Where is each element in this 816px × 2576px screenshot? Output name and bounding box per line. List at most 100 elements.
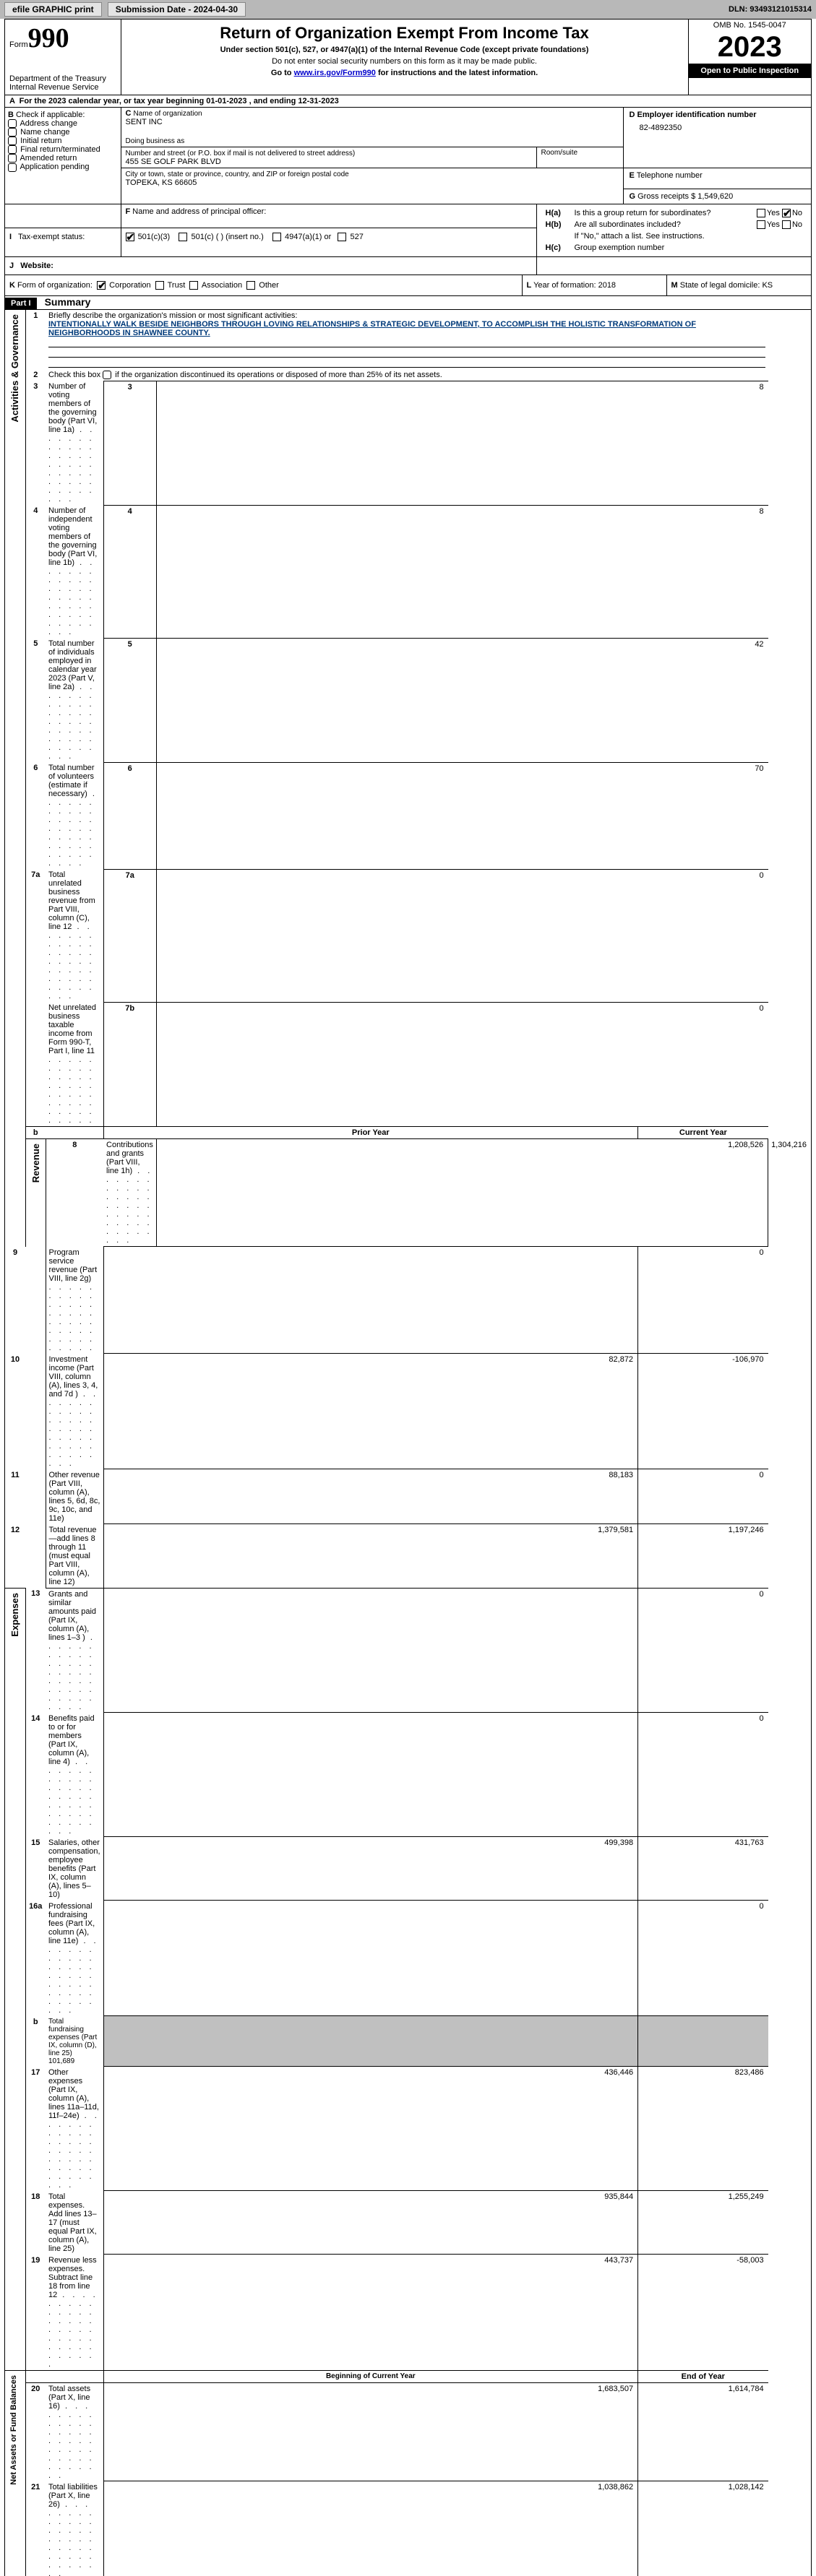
hb-yes[interactable] <box>757 220 765 229</box>
opt-name: Name change <box>20 128 70 137</box>
chk-527[interactable] <box>338 233 346 241</box>
i-o3: 4947(a)(1) or <box>285 233 331 241</box>
c8: 1,304,216 <box>768 1139 811 1247</box>
begin-hdr: Beginning of Current Year <box>103 2370 638 2382</box>
l-label: Year of formation: <box>533 281 596 290</box>
chk-4947[interactable] <box>272 233 281 241</box>
end-hdr: End of Year <box>638 2370 768 2382</box>
l4: Number of independent voting members of … <box>46 505 103 638</box>
vert-activities: Activities & Governance <box>8 311 22 425</box>
chk-name[interactable] <box>8 128 17 137</box>
l5: Total number of individuals employed in … <box>46 638 103 762</box>
form-container: Form990 Department of the Treasury Inter… <box>4 19 812 2576</box>
line-a: A For the 2023 calendar year, or tax yea… <box>5 95 811 107</box>
c9: 0 <box>638 1247 768 1354</box>
i-label: Tax-exempt status: <box>18 233 85 241</box>
p18: 935,844 <box>103 2191 638 2255</box>
k-o2: Trust <box>168 281 186 290</box>
i-o4: 527 <box>350 233 363 241</box>
part1-table: Activities & Governance 1 Briefly descri… <box>5 309 811 2576</box>
form-num: 990 <box>28 23 69 53</box>
yes-lbl: Yes <box>767 209 780 217</box>
hb-no[interactable] <box>782 220 791 229</box>
chk-final[interactable] <box>8 145 17 154</box>
l9: Program service revenue (Part VIII, line… <box>46 1247 103 1354</box>
chk-discontinued[interactable] <box>103 371 111 379</box>
omb: OMB No. 1545-0047 <box>689 20 812 31</box>
c15: 431,763 <box>638 1837 768 1901</box>
street: 455 SE GOLF PARK BLVD <box>126 157 221 166</box>
chk-501c3[interactable] <box>126 233 134 241</box>
submission-button[interactable]: Submission Date - 2024-04-30 <box>108 2 246 17</box>
top-bar: efile GRAPHIC print Submission Date - 20… <box>0 0 816 19</box>
ssn-warn: Do not enter social security numbers on … <box>126 57 684 66</box>
efile-button[interactable]: efile GRAPHIC print <box>4 2 102 17</box>
p10: 82,872 <box>103 1354 638 1469</box>
l1-text: Briefly describe the organization's miss… <box>48 311 297 320</box>
header-blocks: B Check if applicable: Address change Na… <box>5 107 811 204</box>
line-a-text: For the 2023 calendar year, or tax year … <box>20 97 339 105</box>
chk-corp[interactable] <box>97 281 106 290</box>
dln-value: 93493121015314 <box>750 5 812 14</box>
vert-revenue: Revenue <box>29 1141 43 1185</box>
g-label: Gross receipts $ <box>637 192 695 201</box>
l-val: 2018 <box>598 281 616 290</box>
j-label: Website: <box>20 262 53 270</box>
tax-year: 2023 <box>689 31 812 64</box>
org-name: SENT INC <box>126 118 163 126</box>
c12: 1,197,246 <box>638 1524 768 1589</box>
h-block: H(a) Is this a group return for subordin… <box>543 207 806 254</box>
l3: Number of voting members of the governin… <box>46 381 103 505</box>
l12: Total revenue—add lines 8 through 11 (mu… <box>46 1524 103 1589</box>
current-hdr: Current Year <box>638 1127 768 1139</box>
part1-header: Part I Summary <box>5 295 811 309</box>
ha-no[interactable] <box>782 209 791 217</box>
v6: 70 <box>156 762 768 869</box>
p8: 1,208,526 <box>156 1139 768 1247</box>
opt-amended: Amended return <box>20 154 77 163</box>
chk-trust[interactable] <box>155 281 164 290</box>
prior-hdr: Prior Year <box>103 1127 638 1139</box>
vert-expenses: Expenses <box>8 1590 22 1640</box>
chk-address[interactable] <box>8 119 17 128</box>
l11: Other revenue (Part VIII, column (A), li… <box>46 1469 103 1524</box>
dept: Department of the Treasury <box>9 74 116 83</box>
chk-amended[interactable] <box>8 154 17 163</box>
l20: Total assets (Part X, line 16) <box>46 2382 103 2481</box>
part1-title: Summary <box>39 296 91 308</box>
l19: Revenue less expenses. Subtract line 18 … <box>46 2255 103 2371</box>
irs-link[interactable]: www.irs.gov/Form990 <box>294 69 376 77</box>
m-label: State of legal domicile: <box>680 281 760 290</box>
c13: 0 <box>638 1588 768 1713</box>
opt-pending: Application pending <box>20 163 89 171</box>
p19: 443,737 <box>103 2255 638 2371</box>
chk-pending[interactable] <box>8 163 17 172</box>
c14: 0 <box>638 1713 768 1837</box>
l14: Benefits paid to or for members (Part IX… <box>46 1713 103 1837</box>
chk-initial[interactable] <box>8 137 17 145</box>
p9 <box>103 1247 638 1354</box>
chk-assoc[interactable] <box>189 281 198 290</box>
p11: 88,183 <box>103 1469 638 1524</box>
chk-other[interactable] <box>246 281 255 290</box>
c21: 1,028,142 <box>638 2481 768 2576</box>
opt-initial: Initial return <box>20 137 61 145</box>
l16b-pre: Total fundraising expenses (Part IX, col… <box>48 2018 97 2057</box>
goto-post: for instructions and the latest informat… <box>376 69 538 77</box>
p17: 436,446 <box>103 2067 638 2191</box>
main-title: Return of Organization Exempt From Incom… <box>126 24 684 43</box>
gross-receipts: 1,549,620 <box>697 192 733 201</box>
p14 <box>103 1713 638 1837</box>
l8: Contributions and grants (Part VIII, lin… <box>103 1139 156 1247</box>
chk-501c[interactable] <box>179 233 187 241</box>
ha-yes[interactable] <box>757 209 765 217</box>
l21: Total liabilities (Part X, line 26) <box>46 2481 103 2576</box>
p15: 499,398 <box>103 1837 638 1901</box>
open-public: Open to Public Inspection <box>689 64 812 78</box>
c20: 1,614,784 <box>638 2382 768 2481</box>
l15: Salaries, other compensation, employee b… <box>46 1837 103 1901</box>
no-lbl: No <box>792 209 802 217</box>
e-label: Telephone number <box>637 171 703 180</box>
k-o1: Corporation <box>109 281 150 290</box>
k-o4: Other <box>259 281 279 290</box>
